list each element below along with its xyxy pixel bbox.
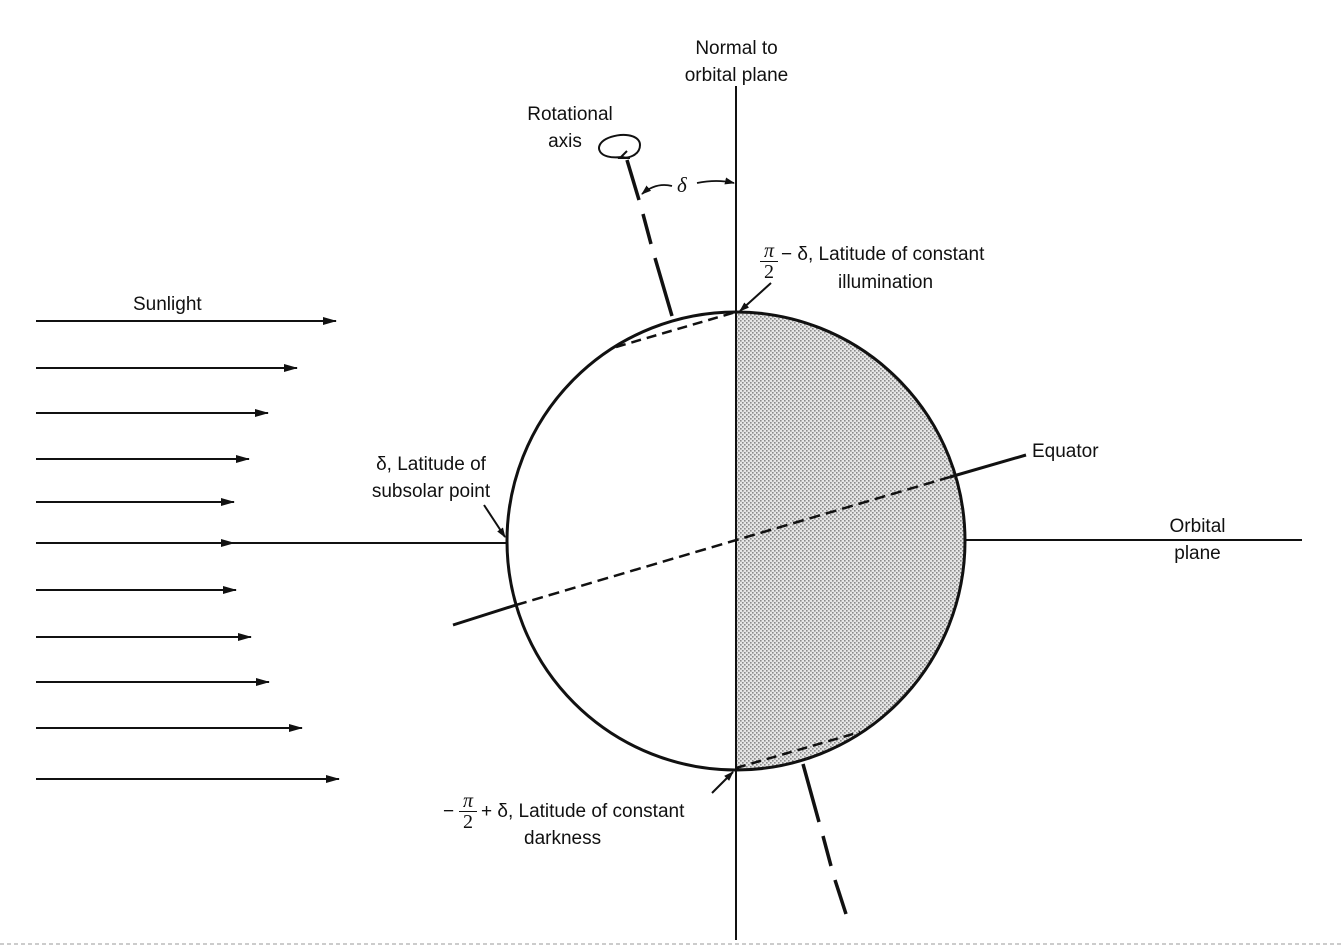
illumination-label-line1: − δ, Latitude of constant bbox=[781, 244, 985, 265]
illumination-two: 2 bbox=[764, 261, 774, 283]
subsolar-label-line2: subsolar point bbox=[371, 481, 491, 502]
illumination-pi: π bbox=[760, 241, 778, 262]
orbital-label-line1: Orbital bbox=[1169, 516, 1226, 537]
subsolar-pointer-arrow bbox=[483, 504, 506, 538]
darkness-pointer-arrow bbox=[711, 771, 734, 794]
rotational-label-line1: Rotational bbox=[527, 104, 613, 125]
equator-line-right bbox=[949, 453, 1027, 479]
orbital-plane-label: Orbital plane bbox=[1150, 513, 1245, 567]
rotation-curl-icon bbox=[598, 133, 642, 159]
illumination-label-line2: illumination bbox=[838, 272, 934, 293]
normal-label: Normal to orbital plane bbox=[664, 35, 809, 89]
delta-angle-arc bbox=[641, 184, 673, 195]
sunlight-arrows bbox=[36, 317, 340, 783]
illumination-pointer-arrow bbox=[739, 282, 772, 312]
darkness-pi: π bbox=[459, 791, 477, 812]
equator-line-left bbox=[452, 603, 517, 627]
sunlight-label: Sunlight bbox=[133, 294, 202, 315]
delta-angle-label: δ bbox=[677, 173, 687, 197]
equator-label: Equator bbox=[1032, 441, 1099, 462]
darkness-fraction: π 2 bbox=[459, 791, 477, 832]
latitude-darkness-line bbox=[735, 730, 861, 770]
equator-line-dashed bbox=[515, 475, 951, 607]
subsolar-label: δ, Latitude of subsolar point bbox=[352, 451, 510, 505]
illumination-fraction: π 2 bbox=[760, 241, 778, 282]
subsolar-label-line1: δ, Latitude of bbox=[376, 454, 486, 475]
darkness-minus: − bbox=[443, 801, 455, 822]
normal-label-line2: orbital plane bbox=[684, 65, 789, 86]
rotational-axis-top bbox=[653, 257, 674, 317]
darkness-label-line2: darkness bbox=[524, 828, 602, 849]
darkness-two: 2 bbox=[463, 811, 473, 833]
night-hemisphere bbox=[736, 312, 965, 770]
rotational-axis-label: Rotational axis bbox=[510, 101, 630, 155]
rotational-axis-bottom bbox=[801, 763, 821, 823]
darkness-label-line1: + δ, Latitude of constant bbox=[481, 801, 685, 822]
orbital-label-line2: plane bbox=[1174, 543, 1221, 564]
normal-label-line1: Normal to bbox=[695, 38, 778, 59]
latitude-illumination-line bbox=[615, 310, 737, 349]
rotational-label-line2: axis bbox=[548, 131, 582, 152]
